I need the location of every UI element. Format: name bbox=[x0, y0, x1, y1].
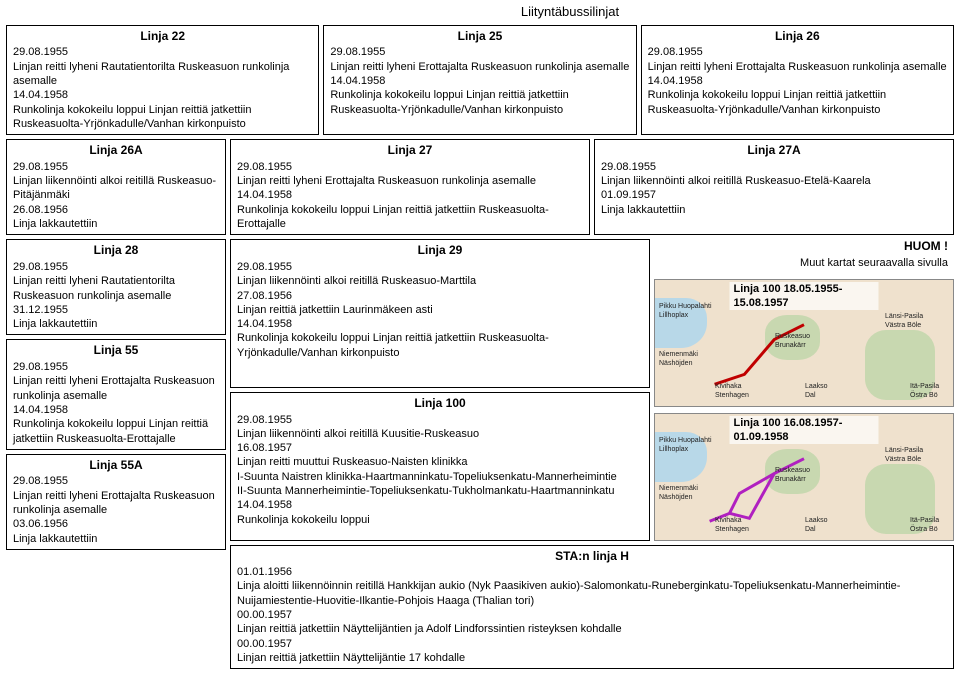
map-label: Kivihaka Stenhagen bbox=[715, 382, 749, 400]
cell-linja-22: Linja 22 29.08.1955 Linjan reitti lyheni… bbox=[6, 25, 319, 135]
cell-linja-28: Linja 28 29.08.1955 Linjan reitti lyheni… bbox=[6, 239, 226, 335]
cell-body: 29.08.1955 Linjan liikennöinti alkoi rei… bbox=[237, 413, 643, 527]
cell-body: 29.08.1955 Linjan reitti lyheni Rautatie… bbox=[13, 260, 219, 331]
map-label: Pikku Huopalahti Lillhoplax bbox=[659, 436, 712, 454]
cell-body: 29.08.1955 Linjan reitti lyheni Erottaja… bbox=[648, 45, 947, 116]
map-1: Linja 100 18.05.1955-15.08.1957 Pikku Hu… bbox=[654, 279, 954, 407]
cell-body: 29.08.1955 Linjan liikennöinti alkoi rei… bbox=[237, 260, 643, 360]
map-label: Itä-Pasila Östra Bö bbox=[910, 516, 939, 534]
note-title: HUOM ! bbox=[904, 239, 948, 253]
cell-body: 29.08.1955 Linjan liikennöinti alkoi rei… bbox=[601, 160, 947, 217]
cell-linja-55a: Linja 55A 29.08.1955 Linjan reitti lyhen… bbox=[6, 454, 226, 550]
cell-linja-27: Linja 27 29.08.1955 Linjan reitti lyheni… bbox=[230, 139, 590, 235]
cell-title: STA:n linja H bbox=[237, 549, 947, 565]
cell-title: Linja 100 bbox=[237, 396, 643, 412]
cell-linja-26a: Linja 26A 29.08.1955 Linjan liikennöinti… bbox=[6, 139, 226, 235]
map-label: Länsi-Pasila Västra Böle bbox=[885, 312, 923, 330]
map-label: Laakso Dal bbox=[805, 516, 828, 534]
cell-title: Linja 25 bbox=[330, 29, 629, 45]
cell-body: 29.08.1955 Linjan reitti lyheni Rautatie… bbox=[13, 45, 312, 131]
map-label: Ruskeasuo Brunakärr bbox=[775, 332, 810, 350]
cell-title: Linja 26A bbox=[13, 143, 219, 159]
cell-body: 29.08.1955 Linjan reitti lyheni Erottaja… bbox=[13, 474, 219, 545]
note-sub: Muut kartat seuraavalla sivulla bbox=[800, 257, 948, 269]
map-2-title: Linja 100 16.08.1957-01.09.1958 bbox=[730, 416, 879, 445]
cell-linja-29: Linja 29 29.08.1955 Linjan liikennöinti … bbox=[230, 239, 650, 388]
map-label: Kivihaka Stenhagen bbox=[715, 516, 749, 534]
cell-title: Linja 27A bbox=[601, 143, 947, 159]
cell-body: 29.08.1955 Linjan liikennöinti alkoi rei… bbox=[13, 160, 219, 231]
cell-title: Linja 55A bbox=[13, 458, 219, 474]
cell-title: Linja 55 bbox=[13, 343, 219, 359]
cell-title: Linja 29 bbox=[237, 243, 643, 259]
page-title: Liityntäbussilinjat bbox=[186, 4, 954, 21]
cell-title: Linja 27 bbox=[237, 143, 583, 159]
cell-body: 29.08.1955 Linjan reitti lyheni Erottaja… bbox=[330, 45, 629, 116]
cell-body: 29.08.1955 Linjan reitti lyheni Erottaja… bbox=[237, 160, 583, 231]
map-label: Niemenmäki Näshöjden bbox=[659, 484, 698, 502]
cell-sta-linja-h: STA:n linja H 01.01.1956 Linja aloitti l… bbox=[230, 545, 954, 670]
cell-title: Linja 26 bbox=[648, 29, 947, 45]
map-label: Laakso Dal bbox=[805, 382, 828, 400]
map-label: Ruskeasuo Brunakärr bbox=[775, 466, 810, 484]
cell-linja-55: Linja 55 29.08.1955 Linjan reitti lyheni… bbox=[6, 339, 226, 449]
map-label: Niemenmäki Näshöjden bbox=[659, 350, 698, 368]
map-2: Linja 100 16.08.1957-01.09.1958 Pikku Hu… bbox=[654, 413, 954, 541]
map-label: Länsi-Pasila Västra Böle bbox=[885, 446, 923, 464]
map-1-title: Linja 100 18.05.1955-15.08.1957 bbox=[730, 282, 879, 311]
cell-linja-100: Linja 100 29.08.1955 Linjan liikennöinti… bbox=[230, 392, 650, 541]
map-label: Pikku Huopalahti Lillhoplax bbox=[659, 302, 712, 320]
map-label: Itä-Pasila Östra Bö bbox=[910, 382, 939, 400]
cell-linja-25: Linja 25 29.08.1955 Linjan reitti lyheni… bbox=[323, 25, 636, 135]
cell-linja-26: Linja 26 29.08.1955 Linjan reitti lyheni… bbox=[641, 25, 954, 135]
cell-linja-27a: Linja 27A 29.08.1955 Linjan liikennöinti… bbox=[594, 139, 954, 235]
note-box: HUOM ! Muut kartat seuraavalla sivulla bbox=[654, 239, 954, 270]
cell-title: Linja 22 bbox=[13, 29, 312, 45]
cell-body: 29.08.1955 Linjan reitti lyheni Erottaja… bbox=[13, 360, 219, 446]
cell-body: 01.01.1956 Linja aloitti liikennöinnin r… bbox=[237, 565, 947, 665]
cell-title: Linja 28 bbox=[13, 243, 219, 259]
